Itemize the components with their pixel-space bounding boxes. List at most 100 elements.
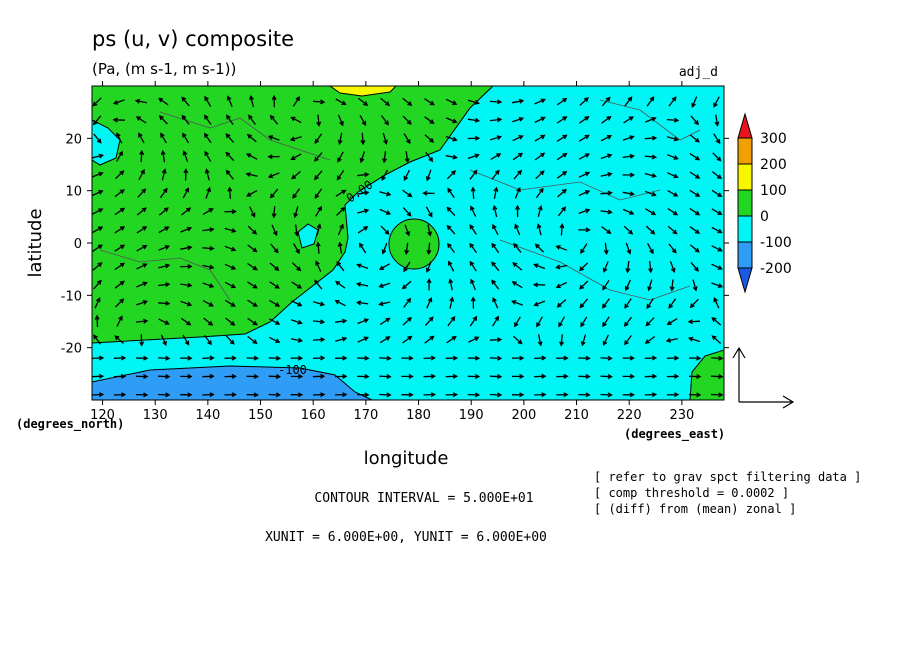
wind-arrow [470,278,477,291]
wind-arrow [492,223,499,236]
wind-arrow [711,245,723,252]
wind-arrow [424,335,435,344]
chart-subtitle: (Pa, (m s-1, m s-1)) [92,60,236,78]
wind-arrow [204,95,212,107]
wind-arrow [492,204,498,218]
wind-arrow [600,135,613,142]
wind-arrow [93,279,102,290]
wind-arrow [533,263,546,270]
wind-arrow [534,134,546,142]
wind-arrow [114,244,126,252]
wind-arrow [225,151,235,162]
wind-arrow [335,280,346,289]
wind-arrow [600,190,613,196]
wind-arrow [92,171,104,178]
wind-arrow [314,188,323,199]
wind-arrow [180,207,192,216]
wind-arrow [158,300,171,306]
wind-arrow [180,373,193,379]
wind-arrow [225,133,235,143]
wind-arrow [136,244,148,252]
wind-arrow [489,355,503,361]
y-tick-label: 20 [65,132,82,147]
wind-arrow [337,114,344,127]
wind-arrow [270,243,279,254]
wind-arrow [290,319,303,325]
wind-arrow [425,151,434,163]
wind-arrow [555,281,567,289]
wind-arrow [336,261,345,272]
wind-arrow [622,135,635,141]
wind-arrow [158,263,171,269]
wind-arrow [269,281,280,289]
wind-arrow [158,282,171,288]
wind-arrow [512,116,525,123]
wind-arrow [180,317,192,326]
wind-arrow [425,169,432,182]
wind-arrow [381,169,389,181]
region-ps-below-neg100 [92,365,373,400]
wind-arrow [267,135,280,141]
wind-arrow [160,132,167,144]
wind-arrow [668,298,677,309]
wind-arrow [224,281,237,289]
wind-vectors [92,94,724,398]
wind-arrow [625,261,631,274]
wind-arrow [644,135,658,141]
note-filtering: [ refer to grav spct filtering data ] [594,470,861,484]
wind-arrow [447,187,455,199]
wind-arrow [226,95,233,108]
wind-arrow [202,245,215,251]
wind-arrow [245,153,258,160]
wind-arrow [112,99,125,105]
wind-arrow [316,114,322,127]
wind-arrow [180,392,193,398]
wind-arrow [160,149,166,163]
wind-arrow [312,99,326,105]
wind-arrow [446,335,457,344]
colorbar-extend-min [737,267,753,294]
wind-arrow [402,189,413,198]
wind-arrow [182,150,189,163]
wind-arrow [490,153,502,160]
wind-arrow [714,114,720,127]
wind-arrow [92,392,105,398]
wind-arrow [202,282,215,288]
wind-arrow [623,316,633,327]
wind-arrow [379,336,391,344]
wind-arrow [92,373,105,379]
wind-arrow [556,171,568,179]
wind-arrow [202,355,215,361]
wind-arrow [647,243,654,255]
wind-arrow [624,279,631,292]
wind-arrow [314,133,323,145]
wind-arrow [355,281,369,287]
wind-arrow [578,208,591,215]
y-axis-title: latitude [25,208,46,277]
wind-arrow [645,225,656,235]
wind-arrow [646,298,654,309]
wind-arrow [711,317,722,326]
wind-arrow [357,355,370,361]
wind-arrow [533,300,546,307]
wind-arrow [247,244,258,253]
wind-arrow [112,117,125,123]
wind-arrow [204,150,212,162]
x-tick-label: 150 [248,408,273,423]
wind-arrow [182,187,190,199]
wind-arrow [202,300,214,307]
wind-arrow [644,392,658,398]
wind-arrow [512,392,525,398]
wind-arrow [470,205,477,217]
wind-arrow [92,226,104,234]
wind-arrow [622,208,635,215]
wind-arrow [357,190,370,196]
x-tick-label: 210 [564,408,589,423]
wind-arrow [335,392,348,398]
wind-arrow [447,242,456,253]
wind-arrow [180,282,193,288]
wind-arrow [688,336,700,343]
wind-arrow [292,95,301,107]
colorbar-segment [737,189,753,217]
wind-arrow [668,96,677,107]
